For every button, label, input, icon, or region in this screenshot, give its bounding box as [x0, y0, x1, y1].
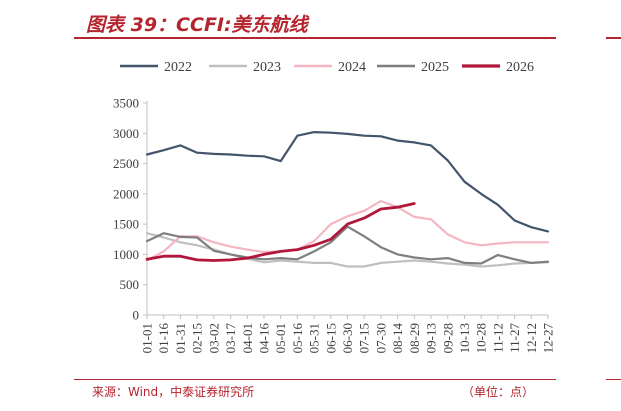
x-tick-label: 11-12: [490, 323, 505, 353]
y-tick-label: 3500: [113, 96, 139, 111]
y-tick-label: 2500: [113, 156, 139, 171]
x-tick-label: 12-27: [541, 323, 556, 354]
y-tick-label: 0: [133, 308, 140, 323]
x-tick-label: 08-14: [390, 323, 405, 354]
source-note: 来源：Wind，中泰证券研究所: [92, 385, 255, 399]
series-line-2026: [145, 202, 416, 262]
x-tick-label: 10-28: [474, 323, 489, 353]
legend-label-2024: 2024: [338, 60, 366, 75]
series-line-2025: [145, 225, 550, 265]
header-rule: [74, 37, 556, 39]
x-tick-label: 01-16: [156, 323, 171, 354]
y-tick-label: 2000: [113, 186, 139, 201]
x-tick-label: 07-15: [357, 323, 372, 353]
y-tick-label: 3000: [113, 126, 139, 141]
x-tick-label: 01-01: [140, 323, 155, 353]
header-rule-right: [606, 37, 621, 39]
y-tick-label: 1000: [113, 247, 139, 262]
x-tick-label: 09-28: [440, 323, 455, 353]
footer-rule: [74, 379, 556, 380]
x-tick-label: 04-16: [256, 323, 271, 354]
x-tick-label: 04-01: [240, 323, 255, 353]
x-tick-label: 05-31: [307, 323, 322, 353]
y-tick-label: 1500: [113, 217, 139, 232]
footer-rule-right: [606, 379, 621, 380]
x-tick-label: 08-29: [407, 323, 422, 353]
x-tick-label: 03-17: [223, 323, 238, 354]
unit-note: （单位：点）: [462, 385, 535, 399]
x-tick-label: 02-15: [190, 323, 205, 353]
x-tick-label: 01-31: [173, 323, 188, 353]
x-tick-label: 05-01: [273, 323, 288, 353]
series-line-2022: [145, 131, 550, 233]
x-tick-label: 03-02: [206, 323, 221, 353]
x-tick-label: 09-13: [424, 323, 439, 353]
figure-title: 图表 39：CCFI:美东航线: [86, 14, 308, 36]
x-tick-label: 06-15: [323, 323, 338, 353]
x-tick-label: 11-27: [507, 323, 522, 353]
series-line-2024: [145, 200, 550, 262]
legend-label-2022: 2022: [164, 60, 192, 75]
x-tick-label: 10-13: [457, 323, 472, 353]
x-tick-label: 07-30: [373, 323, 388, 353]
legend-label-2026: 2026: [506, 60, 534, 75]
x-tick-label: 05-16: [290, 323, 305, 354]
x-tick-label: 12-12: [524, 323, 539, 353]
legend-label-2023: 2023: [253, 60, 281, 75]
y-tick-label: 500: [120, 277, 140, 292]
x-tick-label: 06-30: [340, 323, 355, 353]
legend-label-2025: 2025: [421, 60, 449, 75]
